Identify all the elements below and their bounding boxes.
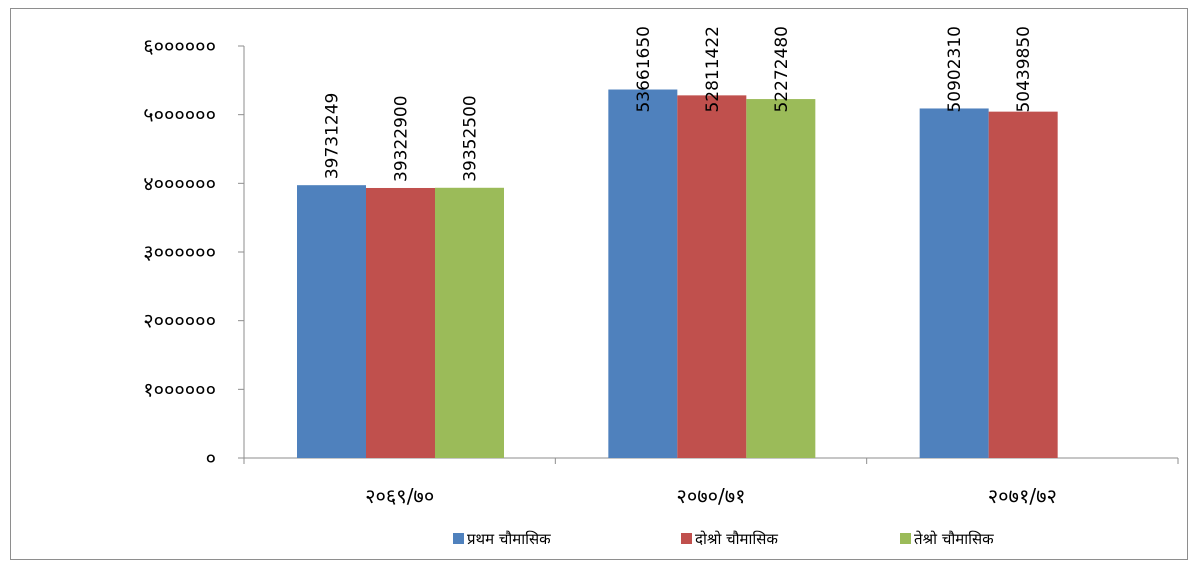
y-tick-label: ५०००००० <box>143 103 216 127</box>
y-tick-label: ० <box>206 446 216 470</box>
x-tick-label: २०७१/७२ <box>988 484 1057 508</box>
legend-swatch <box>900 533 911 544</box>
x-tick-label: २०७०/७१ <box>676 484 745 508</box>
bar <box>297 185 366 458</box>
bar <box>435 187 504 459</box>
y-tick-label: ६०००००० <box>143 34 216 58</box>
bar <box>988 111 1058 458</box>
y-tick-label: ४०००००० <box>143 171 216 195</box>
legend-swatch <box>453 533 464 544</box>
data-label: 52272480 <box>772 26 792 113</box>
x-tick-label: २०६९/७० <box>365 484 434 508</box>
y-tick-label: २०००००० <box>143 309 216 333</box>
data-label: 39322900 <box>392 95 412 182</box>
data-label: 50902310 <box>945 26 965 113</box>
data-label: 52811422 <box>703 26 723 113</box>
bar <box>746 99 816 458</box>
data-label: 39731249 <box>323 93 343 180</box>
y-tick-label: ३०००००० <box>143 240 216 264</box>
bar <box>366 187 435 458</box>
bar <box>919 108 989 459</box>
data-label: 50439850 <box>1014 26 1034 113</box>
data-label: 53661650 <box>634 26 654 113</box>
legend-label: दोश्रो चौमासिक <box>695 530 778 548</box>
bar <box>608 89 678 458</box>
data-label: 39352500 <box>461 95 481 182</box>
bar <box>677 95 747 458</box>
legend-swatch <box>681 533 692 544</box>
legend-label: तेश्रो चौमासिक <box>914 530 994 548</box>
y-tick-label: १०००००० <box>143 377 216 401</box>
legend-label: प्रथम चौमासिक <box>467 530 551 548</box>
